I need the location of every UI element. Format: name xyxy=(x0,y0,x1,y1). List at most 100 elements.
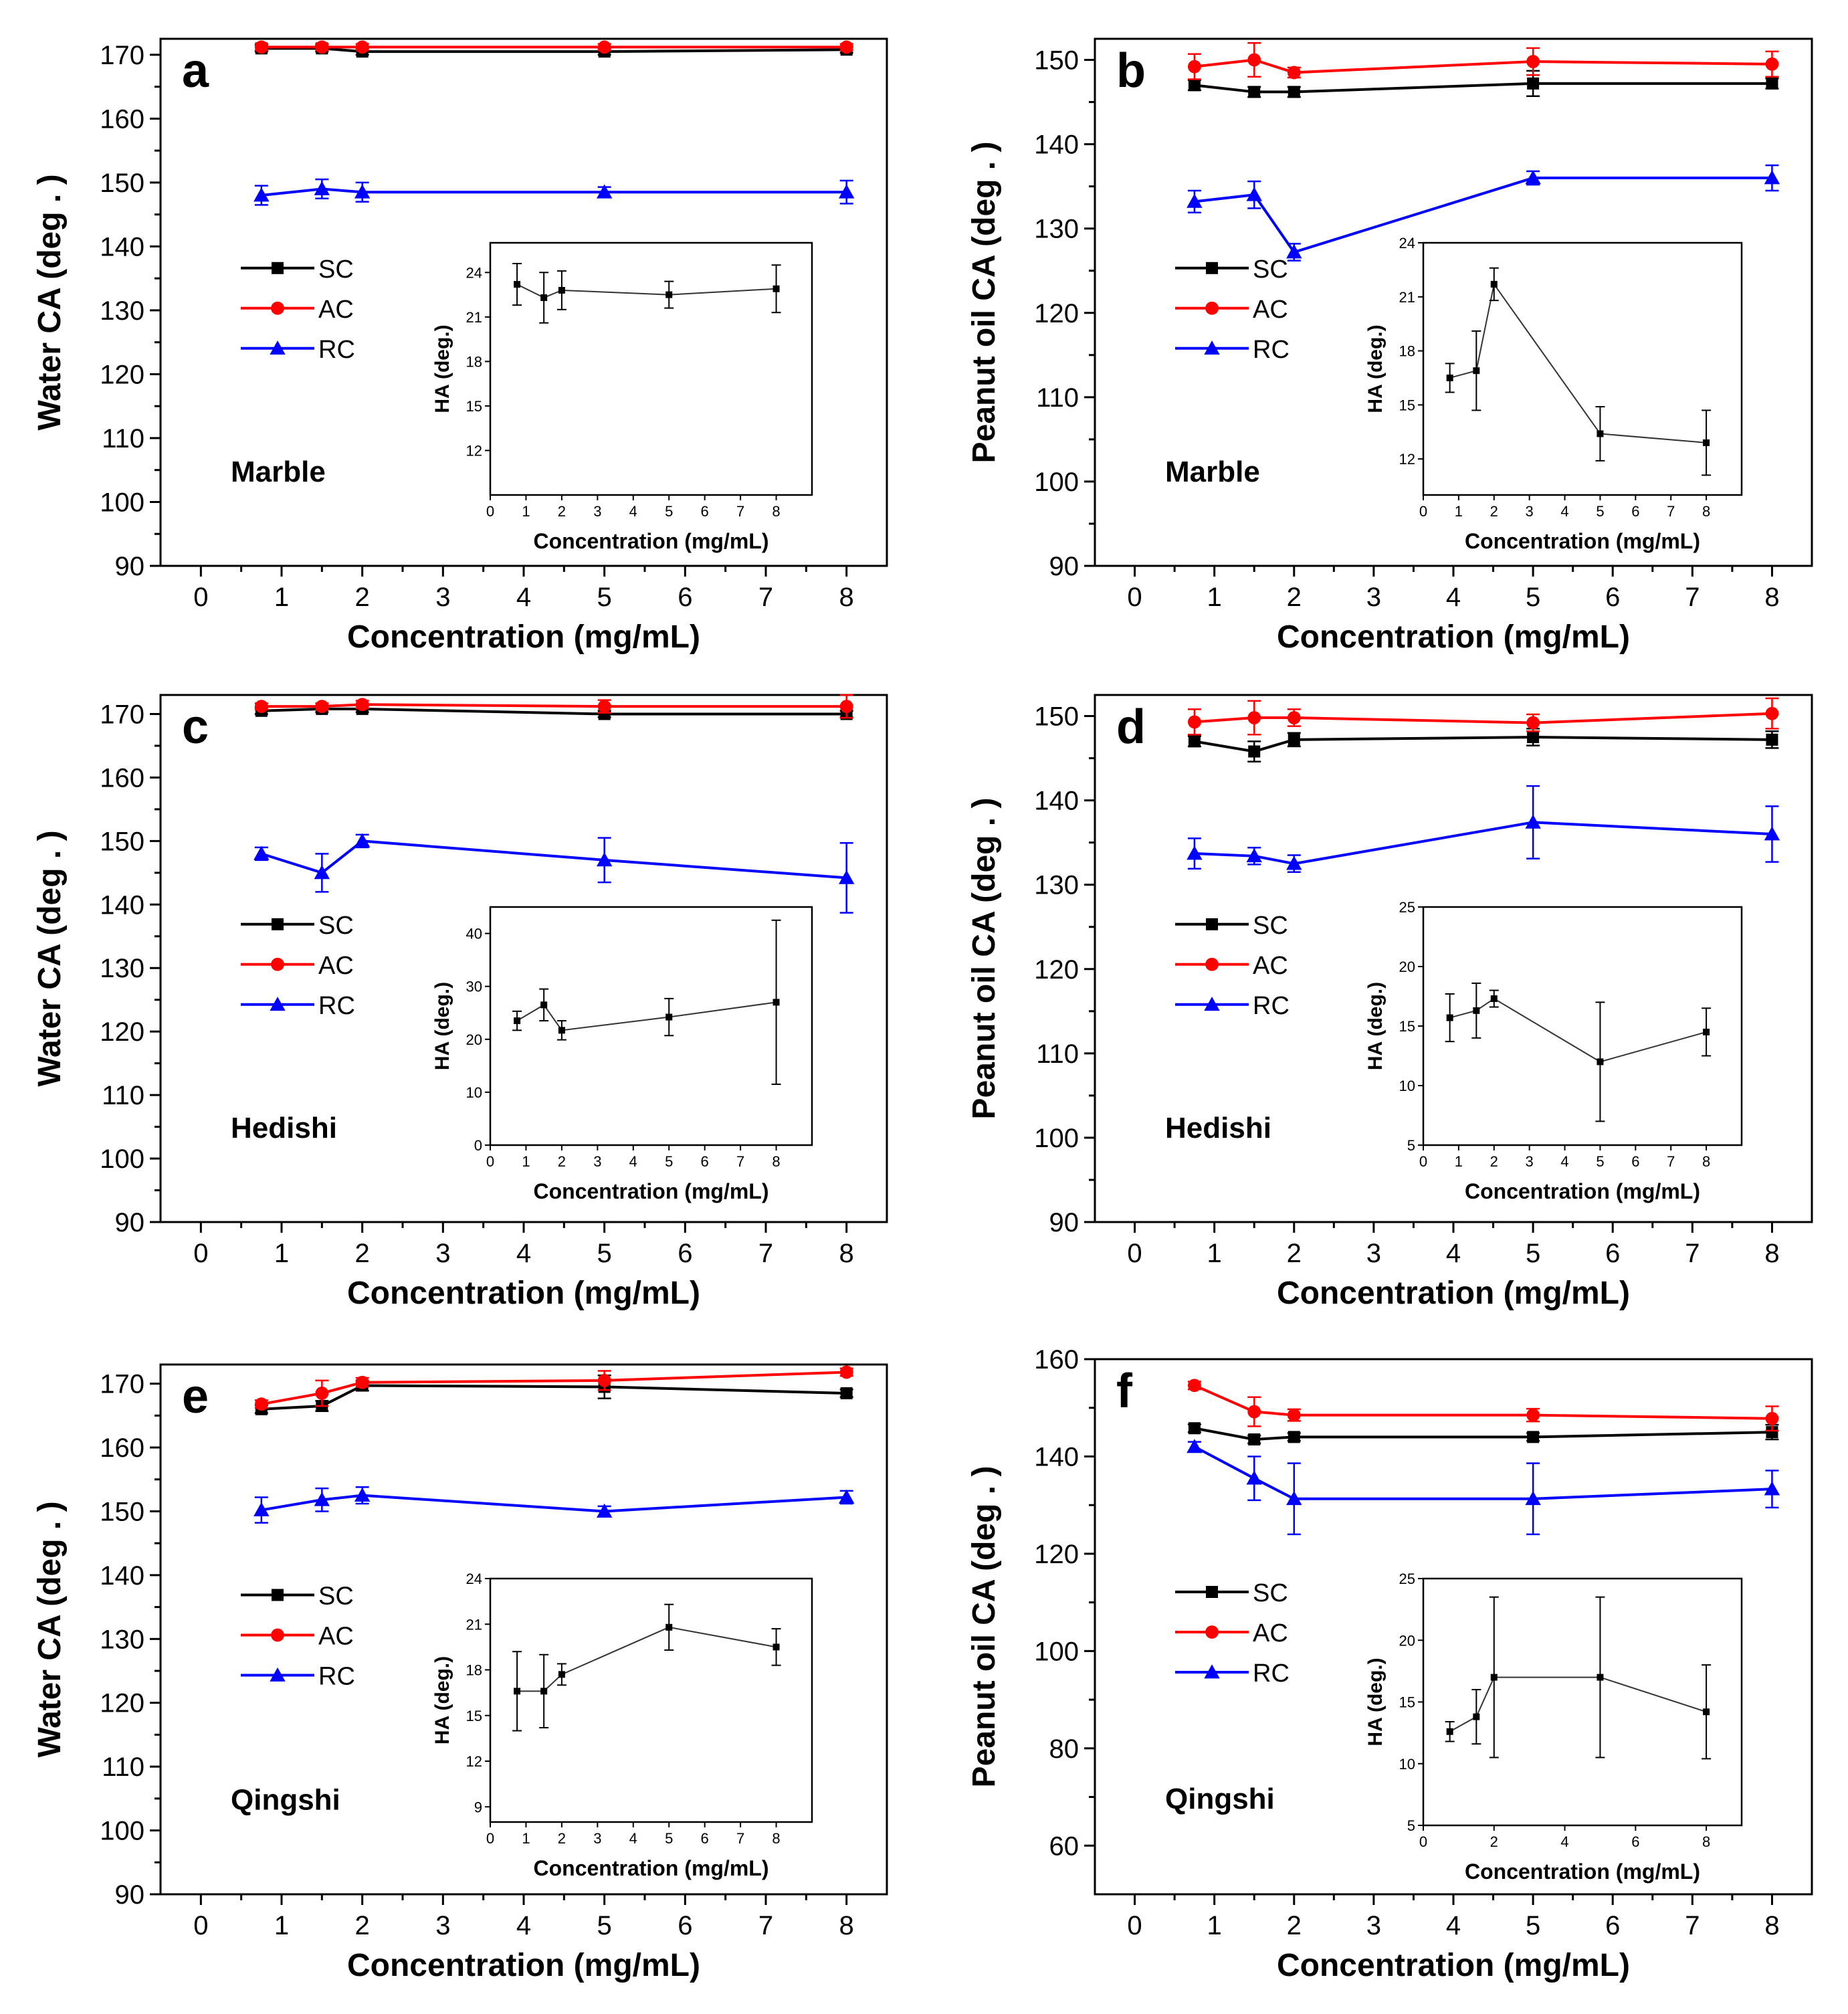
inset-x-tick-label: 8 xyxy=(1702,1833,1710,1850)
legend-label-SC: SC xyxy=(1253,1579,1288,1607)
inset-x-tick-label: 6 xyxy=(701,1830,709,1847)
inset-x-axis-label: Concentration (mg/mL) xyxy=(534,529,769,553)
inset-x-tick-label: 2 xyxy=(558,1153,566,1170)
data-point xyxy=(315,700,329,713)
inset-data-point xyxy=(558,286,565,294)
inset-y-tick-label: 10 xyxy=(1399,1078,1415,1094)
series-AC xyxy=(254,40,853,54)
series-RC xyxy=(1187,785,1780,874)
data-point xyxy=(1246,187,1262,201)
y-axis-label: Peanut oil CA (deg . ) xyxy=(966,142,1002,464)
x-tick-label: 2 xyxy=(1287,1911,1302,1940)
x-tick-label: 3 xyxy=(435,1239,450,1268)
data-point xyxy=(1527,731,1540,744)
x-tick-label: 4 xyxy=(1446,1911,1461,1940)
x-axis-label: Concentration (mg/mL) xyxy=(347,619,700,655)
x-tick-label: 0 xyxy=(1127,1911,1142,1940)
y-tick-label: 140 xyxy=(1034,787,1079,816)
inset-data-point xyxy=(1597,1058,1604,1066)
data-point xyxy=(1187,1379,1201,1393)
inset-x-tick-label: 5 xyxy=(665,1153,673,1170)
data-point xyxy=(254,40,268,54)
data-point xyxy=(254,700,268,713)
data-point xyxy=(1765,57,1779,71)
inset-data-point xyxy=(665,1013,673,1021)
series-RC xyxy=(253,1486,855,1524)
inset-x-tick-label: 8 xyxy=(1702,1153,1710,1170)
x-tick-label: 8 xyxy=(839,1911,854,1940)
series-line xyxy=(1194,821,1772,866)
inset-x-tick-label: 5 xyxy=(1596,503,1604,520)
inset-x-tick-label: 2 xyxy=(1490,1833,1498,1850)
data-point xyxy=(1286,244,1302,259)
data-point xyxy=(1525,1491,1541,1506)
legend-marker-RC xyxy=(270,340,286,355)
data-point xyxy=(354,833,371,847)
legend-label-RC: RC xyxy=(318,992,355,1020)
y-tick-label: 90 xyxy=(1049,552,1080,581)
x-axis-label: Concentration (mg/mL) xyxy=(347,1948,700,1983)
data-point xyxy=(597,700,611,713)
series-line xyxy=(261,1384,847,1411)
inset-x-tick-label: 2 xyxy=(1490,503,1498,520)
x-tick-label: 8 xyxy=(839,1239,854,1268)
legend-marker-AC xyxy=(1205,1625,1219,1639)
data-point xyxy=(1247,53,1261,67)
inset-x-tick-label: 3 xyxy=(1526,1153,1534,1170)
y-axis-label: Water CA (deg . ) xyxy=(32,174,68,430)
panel-letter: c xyxy=(182,700,209,754)
inset-data-point xyxy=(1703,1708,1710,1716)
inset-x-tick-label: 6 xyxy=(1631,1153,1639,1170)
inset-x-tick-label: 4 xyxy=(629,1153,637,1170)
legend-label-SC: SC xyxy=(318,912,354,940)
x-tick-label: 2 xyxy=(355,583,370,612)
series-AC xyxy=(254,1365,853,1411)
inset-data-point xyxy=(1446,1014,1453,1021)
series-line xyxy=(1194,177,1772,254)
inset-x-tick-label: 5 xyxy=(1596,1153,1604,1170)
y-tick-label: 60 xyxy=(1049,1831,1080,1861)
x-tick-label: 4 xyxy=(516,583,531,612)
series-line xyxy=(1194,1427,1772,1441)
series-AC xyxy=(1187,697,1779,736)
inset-x-axis-label: Concentration (mg/mL) xyxy=(1465,1179,1700,1203)
inset-x-axis-label: Concentration (mg/mL) xyxy=(1465,529,1700,553)
x-tick-label: 6 xyxy=(1605,583,1620,612)
inset-y-tick-label: 20 xyxy=(1399,1632,1415,1649)
legend-marker-SC xyxy=(1206,918,1218,930)
inset-x-tick-label: 1 xyxy=(1455,1153,1463,1170)
data-point xyxy=(839,40,853,54)
inset-y-tick-label: 0 xyxy=(474,1137,482,1154)
legend-label-RC: RC xyxy=(318,1663,355,1691)
data-point xyxy=(1286,855,1302,870)
series-line xyxy=(1194,58,1772,74)
y-tick-label: 170 xyxy=(100,700,144,729)
legend-marker-AC xyxy=(271,1628,284,1642)
panel-b: 0 1 2 3 4 5 6 7 890100110120130140150Concentrati… xyxy=(966,37,1813,655)
inset-chart: 0 1 2 3 4 5 6 7 8 5 10 15 20 25 Concentration (mg/mL) H… xyxy=(1364,899,1743,1203)
y-tick-label: 130 xyxy=(1034,215,1079,244)
y-tick-label: 110 xyxy=(1036,383,1079,413)
legend-marker-RC xyxy=(1204,997,1220,1011)
inset-x-tick-label: 3 xyxy=(1526,503,1534,520)
legend-marker-SC xyxy=(1206,262,1218,274)
inset-y-tick-label: 10 xyxy=(1399,1756,1415,1773)
x-tick-label: 5 xyxy=(597,1239,612,1268)
inset-y-tick-label: 15 xyxy=(466,398,482,415)
x-tick-label: 2 xyxy=(355,1239,370,1268)
inset-y-axis-label: HA (deg.) xyxy=(431,1656,453,1744)
series-SC xyxy=(1187,728,1779,763)
x-tick-label: 6 xyxy=(678,583,692,612)
inset-y-tick-label: 10 xyxy=(466,1084,482,1101)
data-point xyxy=(253,845,270,860)
x-tick-label: 7 xyxy=(1685,1911,1700,1940)
data-point xyxy=(1187,60,1201,74)
inset-chart: 0 2 4 6 8 5 10 15 20 25 Concentration (mg/mL) HA (d… xyxy=(1364,1571,1743,1884)
stone-label: Hedishi xyxy=(1165,1112,1271,1144)
y-tick-label: 120 xyxy=(100,1689,144,1718)
data-point xyxy=(253,187,270,202)
inset-data-point xyxy=(1490,280,1498,288)
y-tick-label: 90 xyxy=(1049,1208,1080,1237)
inset-data-point xyxy=(1473,367,1480,375)
y-tick-label: 140 xyxy=(100,1561,144,1591)
